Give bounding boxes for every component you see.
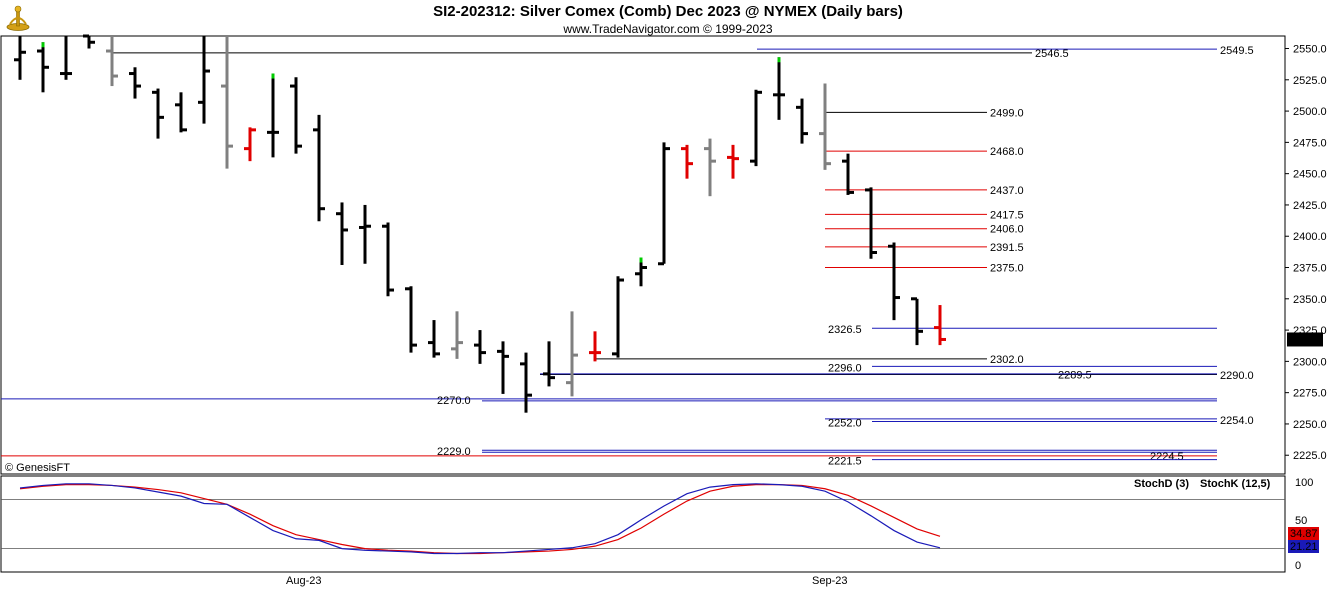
price-axis-label: 2275.0 [1293,388,1327,400]
level-label: 2229.0 [437,446,471,458]
ohlc-bar [198,36,210,124]
ohlc-bar [474,330,486,364]
ohlc-bar [750,89,762,167]
level-label: 2289.5 [1058,370,1092,382]
price-axis-label: 2375.0 [1293,263,1327,275]
level-label: 2546.5 [1035,48,1069,60]
ohlc-bar [221,36,233,169]
ohlc-bar [727,144,739,179]
ohlc-bar [336,202,348,266]
level-label: 2406.0 [990,224,1024,236]
stoch-k-value-box [1288,540,1319,553]
stoch-d-value-box [1288,527,1319,540]
ohlc-bar [497,341,509,394]
ohlc-bar [14,36,26,80]
price-axis-label: 2350.0 [1293,294,1327,306]
stoch-axis-label: 0 [1295,560,1301,572]
ohlc-bar [888,242,900,321]
ohlc-bar [704,138,716,197]
level-label: 2391.5 [990,242,1024,254]
ohlc-bar [290,77,302,154]
stoch-k-title: StochK (12,5) [1200,478,1271,490]
ohlc-bar [796,98,808,144]
ohlc-bar [359,204,371,264]
ohlc-bar [589,331,601,362]
price-axis-label: 2400.0 [1293,231,1327,243]
stoch-axis-label: 100 [1295,477,1313,489]
ohlc-bar [865,187,877,259]
copyright-label: © GenesisFT [5,462,70,474]
ohlc-bar [566,311,578,397]
level-label: 2221.5 [828,456,862,468]
level-label: 2437.0 [990,185,1024,197]
price-axis-label: 2500.0 [1293,106,1327,118]
level-label: 2296.0 [828,362,862,374]
level-label: 2499.0 [990,107,1024,119]
level-label: 2468.0 [990,146,1024,158]
ohlc-bar [842,153,854,195]
last-price-box [1287,332,1323,347]
ohlc-bar [543,341,555,387]
x-axis-label: Aug-23 [286,575,321,587]
price-plot-frame [0,35,1286,475]
level-label: 2326.5 [828,324,862,336]
ohlc-bar [83,34,95,49]
level-label: 2270.0 [437,395,471,407]
ohlc-bar [681,144,693,179]
stoch-d-value: 34.87 [1290,528,1318,540]
level-label: 2302.0 [990,354,1024,366]
price-axis-label: 2225.0 [1293,450,1327,462]
price-axis-label: 2525.0 [1293,75,1327,87]
ohlc-bar [175,92,187,133]
stoch-k-line [19,483,941,555]
ohlc-bar [451,311,463,359]
stoch-plot-frame [0,475,1286,573]
ohlc-bar [37,42,49,93]
ohlc-bar [934,305,946,346]
level-label: 2224.5 [1150,451,1184,463]
chart-title: SI2-202312: Silver Comex (Comb) Dec 2023… [433,3,903,20]
x-axis-label: Sep-23 [812,575,847,587]
stoch-d-line [19,484,941,555]
stoch-axis-label: 50 [1295,515,1307,527]
level-label: 2290.0 [1220,370,1254,382]
level-label: 2549.5 [1220,45,1254,57]
ohlc-bar [152,88,164,139]
price-axis-label: 2450.0 [1293,169,1327,181]
ohlc-bar [267,73,279,158]
ohlc-bar [612,276,624,358]
ohlc-bar [773,57,785,120]
ohlc-bar [911,297,923,346]
ohlc-bar [819,83,831,170]
ohlc-bar [313,114,325,222]
price-axis-label: 2425.0 [1293,200,1327,212]
price-axis-label: 2550.0 [1293,44,1327,56]
price-axis-label: 2475.0 [1293,137,1327,149]
level-label: 2417.5 [990,209,1024,221]
level-label: 2375.0 [990,263,1024,275]
trade-navigator-logo-icon [4,4,32,32]
stoch-k-value: 21.21 [1290,541,1318,553]
ohlc-bar [244,127,256,162]
ohlc-bar [129,67,141,99]
price-axis-label: 2300.0 [1293,356,1327,368]
ohlc-bar [106,36,118,87]
ohlc-bar [520,352,532,413]
ohlc-bar [382,222,394,297]
ohlc-bar [658,142,670,266]
ohlc-bar [60,36,72,80]
stoch-d-title: StochD (3) [1134,478,1189,490]
ohlc-bar [428,320,440,358]
ohlc-bar [405,286,417,353]
level-label: 2252.0 [828,417,862,429]
level-label: 2254.0 [1220,415,1254,427]
price-panel: 2225.02250.02275.02300.02325.02350.02375… [0,34,1327,587]
price-axis-label: 2250.0 [1293,419,1327,431]
last-price-label: 2317.5 [1289,334,1323,346]
chart-subtitle: www.TradeNavigator.com © 1999-2023 [563,22,773,36]
chart-header: SI2-202312: Silver Comex (Comb) Dec 2023… [0,0,1336,36]
